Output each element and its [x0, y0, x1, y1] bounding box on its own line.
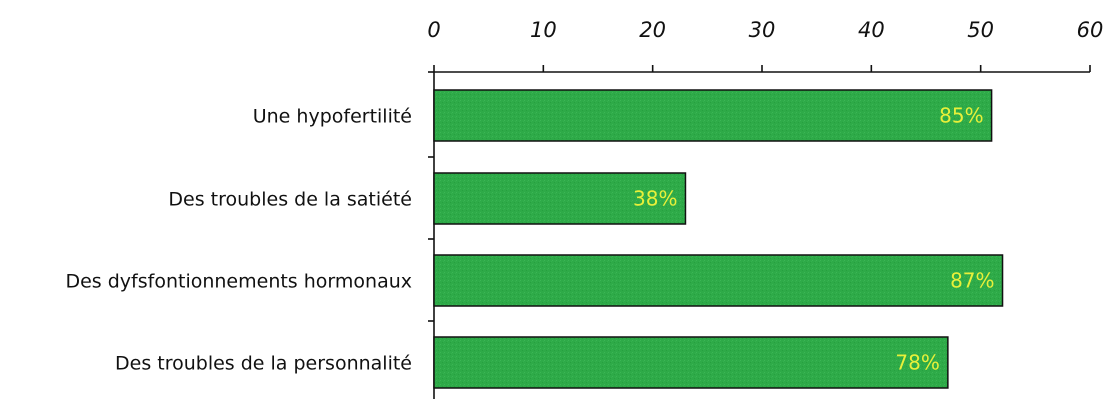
x-tick-label: 40	[858, 18, 885, 42]
x-tick-label: 10	[530, 18, 557, 42]
x-tick-label: 60	[1077, 18, 1104, 42]
x-tick-label: 0	[427, 18, 440, 42]
data-label: 38%	[633, 187, 677, 211]
bars	[433, 89, 1004, 389]
data-label: 87%	[950, 269, 994, 293]
x-tick-label: 50	[967, 18, 994, 42]
category-label: Des troubles de la personnalité	[115, 353, 412, 375]
bar	[433, 336, 949, 389]
data-label: 78%	[895, 351, 939, 375]
category-label: Des dyfsfontionnements hormonaux	[65, 271, 412, 293]
category-labels: Une hypofertilité Des troubles de la sati…	[65, 106, 412, 375]
x-tick-label: 30	[749, 18, 776, 42]
data-label: 85%	[939, 104, 983, 128]
x-tick-label: 20	[639, 18, 666, 42]
bar	[433, 89, 993, 142]
bar	[433, 254, 1004, 307]
y-axis	[428, 71, 435, 399]
data-labels: 85% 38% 87% 78%	[633, 104, 995, 375]
x-axis: 0 10 20 30 40 50 60	[427, 18, 1104, 73]
category-label: Des troubles de la satiété	[168, 189, 412, 211]
bar	[433, 172, 687, 225]
category-label: Une hypofertilité	[253, 106, 412, 128]
